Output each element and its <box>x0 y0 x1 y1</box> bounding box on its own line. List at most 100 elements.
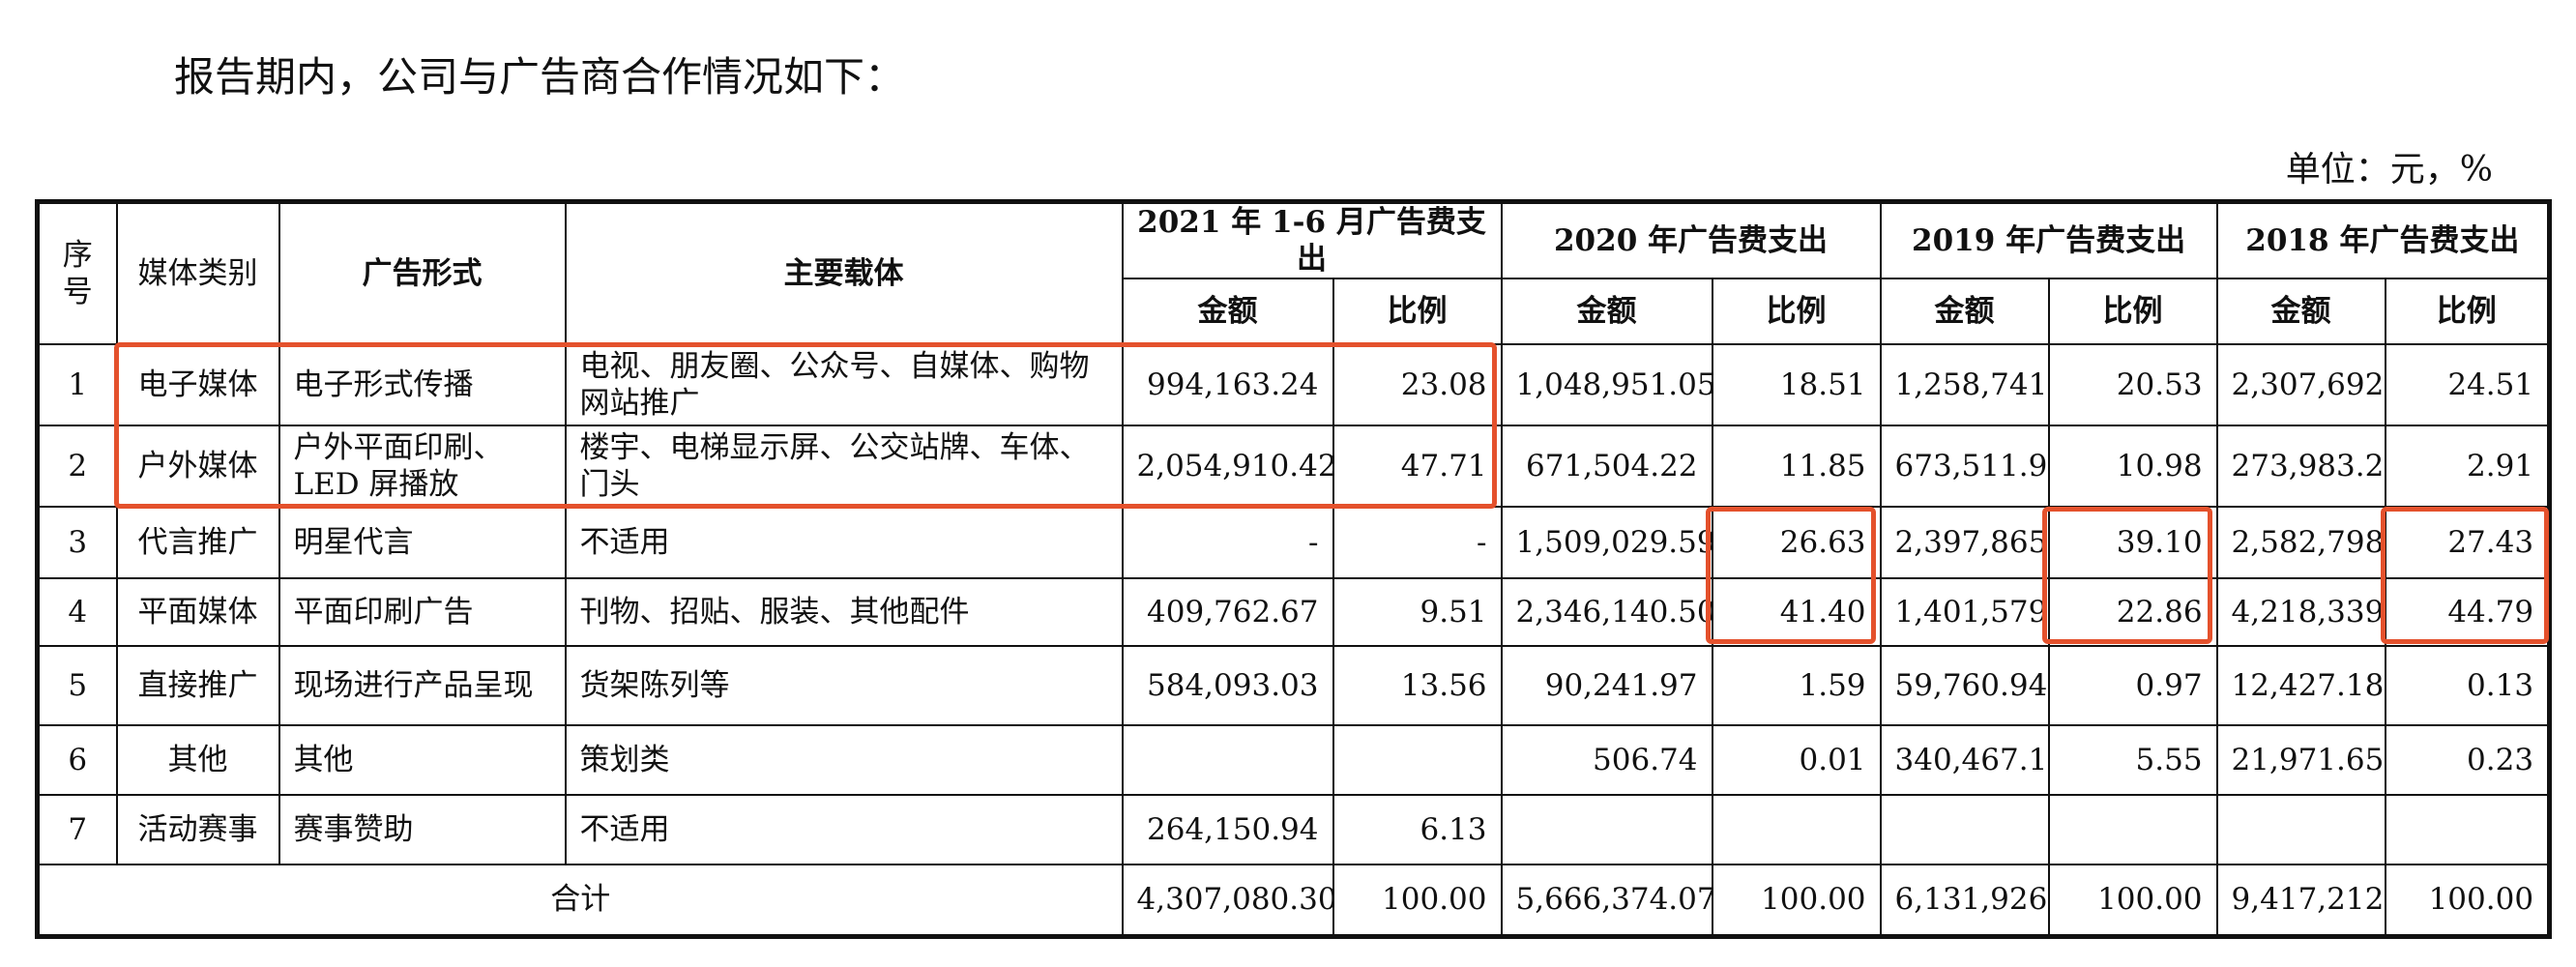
cell-amount-2020: 1,048,951.05 <box>1500 343 1713 426</box>
total-row: 合计 4,307,080.30 100.00 5,666,374.07 100.… <box>36 864 2551 937</box>
header-ratio-2021: 比例 <box>1332 278 1503 345</box>
cell-media: 活动赛事 <box>115 794 280 865</box>
cell-seq: 3 <box>36 506 118 579</box>
table-row: 6 其他 其他 策划类 506.74 0.01 340,467.14 5.55 … <box>36 724 2551 796</box>
cell-amount-2021: - <box>1121 506 1334 579</box>
cell-ratio-2019: 10.98 <box>2047 425 2218 508</box>
cell-amount-2021: 264,150.94 <box>1121 794 1334 865</box>
cell-ratio-2021: 9.51 <box>1332 577 1503 647</box>
cell-form: 其他 <box>278 724 567 796</box>
cell-carrier: 策划类 <box>564 724 1124 796</box>
header-media-type: 媒体类别 <box>115 200 280 345</box>
cell-form: 赛事赞助 <box>278 794 567 865</box>
cell-ratio-2021: 23.08 <box>1332 343 1503 426</box>
cell-amount-2019: 1,258,741.28 <box>1879 343 2050 426</box>
cell-form: 户外平面印刷、LED 屏播放 <box>278 425 567 508</box>
cell-amount-2018: 2,582,798.58 <box>2215 506 2386 579</box>
total-amount-2018: 9,417,212.64 <box>2215 864 2386 937</box>
cell-carrier: 楼宇、电梯显示屏、公交站牌、车体、门头 <box>564 425 1124 508</box>
cell-amount-2018: 2,307,692.29 <box>2215 343 2386 426</box>
cell-amount-2021: 994,163.24 <box>1121 343 1334 426</box>
cell-amount-2021: 2,054,910.42 <box>1121 425 1334 508</box>
cell-ratio-2018: 27.43 <box>2384 506 2551 579</box>
header-amount-2020: 金额 <box>1500 278 1713 345</box>
cell-form: 平面印刷广告 <box>278 577 567 647</box>
cell-ratio-2020: 11.85 <box>1711 425 1882 508</box>
intro-text: 报告期内，公司与广告商合作情况如下： <box>174 53 906 101</box>
cell-amount-2020: 2,346,140.50 <box>1500 577 1713 647</box>
cell-carrier: 刊物、招贴、服装、其他配件 <box>564 577 1124 647</box>
cell-ratio-2018: 0.23 <box>2384 724 2551 796</box>
cell-ratio-2020: 41.40 <box>1711 577 1882 647</box>
cell-carrier: 不适用 <box>564 794 1124 865</box>
total-label: 合计 <box>36 864 1124 937</box>
cell-amount-2018: 273,983.21 <box>2215 425 2386 508</box>
cell-ratio-2019 <box>2047 794 2218 865</box>
cell-ratio-2018: 44.79 <box>2384 577 2551 647</box>
header-period-2020: 2020 年广告费支出 <box>1500 200 1882 279</box>
cell-form: 现场进行产品呈现 <box>278 645 567 726</box>
header-amount-2021: 金额 <box>1121 278 1334 345</box>
cell-carrier: 电视、朋友圈、公众号、自媒体、购物网站推广 <box>564 343 1124 426</box>
cell-amount-2019: 59,760.94 <box>1879 645 2050 726</box>
unit-label: 单位：元，% <box>2285 150 2493 190</box>
cell-seq: 5 <box>36 645 118 726</box>
header-period-2019: 2019 年广告费支出 <box>1879 200 2218 279</box>
cell-amount-2019: 340,467.14 <box>1879 724 2050 796</box>
cell-ratio-2021: 6.13 <box>1332 794 1503 865</box>
cell-media: 其他 <box>115 724 280 796</box>
header-ratio-2018: 比例 <box>2384 278 2551 345</box>
cell-media: 户外媒体 <box>115 425 280 508</box>
cell-carrier: 不适用 <box>564 506 1124 579</box>
total-ratio-2019: 100.00 <box>2047 864 2218 937</box>
cell-seq: 4 <box>36 577 118 647</box>
cell-amount-2019: 673,511.99 <box>1879 425 2050 508</box>
cell-ratio-2021: 13.56 <box>1332 645 1503 726</box>
cell-media: 代言推广 <box>115 506 280 579</box>
header-row-columns: 金额 比例 金额 比例 金额 比例 金额 比例 <box>38 278 2551 345</box>
cell-ratio-2021: 47.71 <box>1332 425 1503 508</box>
cell-ratio-2019: 0.97 <box>2047 645 2218 726</box>
cell-seq: 1 <box>36 343 118 426</box>
cell-amount-2019: 2,397,865.37 <box>1879 506 2050 579</box>
cell-media: 直接推广 <box>115 645 280 726</box>
cell-form: 明星代言 <box>278 506 567 579</box>
cell-amount-2020: 671,504.22 <box>1500 425 1713 508</box>
cell-amount-2020: 90,241.97 <box>1500 645 1713 726</box>
cell-ratio-2019: 22.86 <box>2047 577 2218 647</box>
table-row: 1 电子媒体 电子形式传播 电视、朋友圈、公众号、自媒体、购物网站推广 994,… <box>36 343 2551 426</box>
cell-amount-2020: 506.74 <box>1500 724 1713 796</box>
cell-ratio-2018: 2.91 <box>2384 425 2551 508</box>
cell-amount-2020 <box>1500 794 1713 865</box>
header-ad-form: 广告形式 <box>278 200 567 345</box>
header-period-2018: 2018 年广告费支出 <box>2215 200 2551 279</box>
header-amount-2018: 金额 <box>2215 278 2386 345</box>
cell-amount-2021: 584,093.03 <box>1121 645 1334 726</box>
table-row: 5 直接推广 现场进行产品呈现 货架陈列等 584,093.03 13.56 9… <box>36 645 2551 726</box>
cell-form: 电子形式传播 <box>278 343 567 426</box>
header-carrier: 主要载体 <box>564 200 1124 345</box>
total-amount-2021: 4,307,080.30 <box>1121 864 1334 937</box>
total-ratio-2018: 100.00 <box>2384 864 2551 937</box>
cell-ratio-2021: - <box>1332 506 1503 579</box>
cell-amount-2021 <box>1121 724 1334 796</box>
cell-ratio-2020 <box>1711 794 1882 865</box>
header-period-2021: 2021 年 1-6 月广告费支出 <box>1121 200 1503 279</box>
cell-amount-2018: 21,971.65 <box>2215 724 2386 796</box>
cell-seq: 2 <box>36 425 118 508</box>
cell-amount-2019 <box>1879 794 2050 865</box>
cell-ratio-2020: 1.59 <box>1711 645 1882 726</box>
total-amount-2019: 6,131,926.06 <box>1879 864 2050 937</box>
cell-ratio-2019: 20.53 <box>2047 343 2218 426</box>
table-row: 4 平面媒体 平面印刷广告 刊物、招贴、服装、其他配件 409,762.67 9… <box>36 577 2551 647</box>
cell-ratio-2020: 18.51 <box>1711 343 1882 426</box>
cell-ratio-2018: 0.13 <box>2384 645 2551 726</box>
cell-amount-2018: 4,218,339.73 <box>2215 577 2386 647</box>
header-row-periods: 序号 媒体类别 广告形式 主要载体 2021 年 1-6 月广告费支出 2020… <box>36 200 2551 345</box>
header-ratio-2019: 比例 <box>2047 278 2218 345</box>
cell-media: 平面媒体 <box>115 577 280 647</box>
header-seq: 序号 <box>36 200 118 345</box>
total-ratio-2020: 100.00 <box>1711 864 1882 937</box>
cell-amount-2018: 12,427.18 <box>2215 645 2386 726</box>
header-amount-2019: 金额 <box>1879 278 2050 345</box>
